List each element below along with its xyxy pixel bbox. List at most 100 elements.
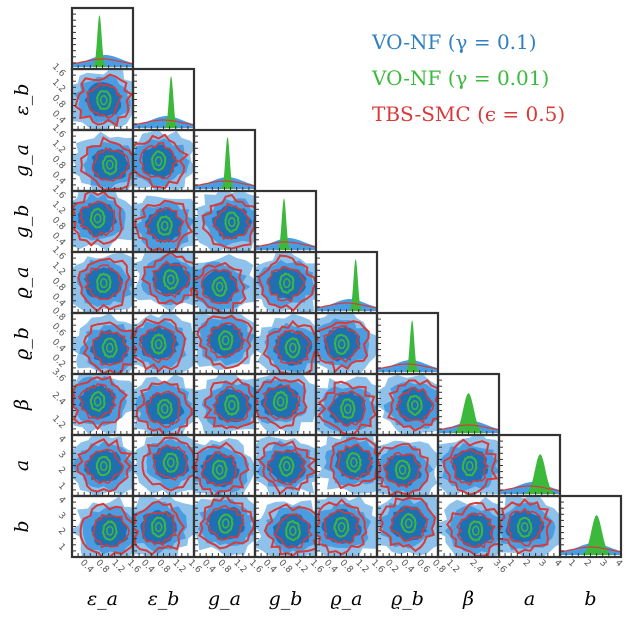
- contour-vo-nf-0.01-inner: [350, 457, 358, 468]
- contour-vo-nf-0.1-inner: [458, 512, 494, 549]
- contour-tbs-smc-inner: [206, 322, 247, 359]
- y-tick-label: 4: [56, 434, 67, 445]
- contour-tbs-smc-outer: [72, 191, 123, 247]
- contour-vo-nf-0.01-outer: [95, 455, 112, 477]
- contour-vo-nf-0.01-outer: [339, 398, 356, 420]
- x-tick-label: 0.4: [399, 558, 416, 575]
- contour-tbs-smc-inner: [138, 324, 177, 364]
- contour-tbs-smc-inner: [506, 507, 545, 547]
- y-tick-label: 0.8: [50, 276, 67, 293]
- contour-tbs-smc-inner: [212, 202, 252, 240]
- y-axis-label: ϱ_a: [11, 267, 33, 299]
- y-tick-label: 3: [56, 511, 67, 522]
- marginal-vo-nf-0.01: [346, 259, 365, 311]
- contour-tbs-smc-outer: [262, 319, 316, 374]
- contour-tbs-smc-outer: [499, 498, 553, 555]
- x-tick-label: 2.4: [467, 558, 484, 575]
- contour-tbs-smc-outer: [80, 136, 133, 191]
- contour-vo-nf-0.01-outer: [156, 215, 173, 236]
- contour-tbs-smc-inner: [86, 82, 123, 119]
- contour-vo-nf-0.01-outer: [516, 516, 533, 539]
- contour-vo-nf-0.1-inner: [206, 506, 245, 540]
- contour-vo-nf-0.01-outer: [394, 459, 411, 480]
- contour-vo-nf-0.01-outer: [89, 390, 106, 413]
- y-axis-label: g_b: [11, 205, 33, 239]
- contour-tbs-smc-inner: [449, 448, 490, 487]
- x-tick-label: 0.8: [338, 558, 355, 575]
- contour-vo-nf-0.01-inner: [398, 464, 407, 476]
- x-tick-label: 0.4: [139, 558, 156, 575]
- contour-tbs-smc-inner: [323, 325, 361, 364]
- contour-vo-nf-0.01-inner: [166, 274, 175, 285]
- marginal-tbs-smc: [133, 119, 194, 128]
- contour-tbs-smc-inner: [205, 504, 245, 541]
- contour-vo-nf-0.1-inner: [140, 509, 178, 545]
- contour-vo-nf-0.01-inner: [410, 399, 419, 411]
- contour-tbs-smc-outer: [387, 379, 438, 432]
- contour-tbs-smc-inner: [152, 444, 188, 482]
- panel-5-7: [377, 440, 438, 496]
- contour-vo-nf-0.01-outer: [224, 211, 240, 233]
- panel-0-5: [72, 313, 133, 374]
- contour-vo-nf-0.1-inner: [84, 82, 122, 117]
- contour-tbs-smc-outer: [378, 496, 437, 553]
- contour-vo-nf-0.1-inner: [395, 386, 433, 422]
- x-tick-label: 4: [613, 558, 624, 569]
- contour-tbs-smc-outer: [135, 380, 193, 435]
- y-axis-label: ε_b: [11, 84, 33, 116]
- x-tick-label: 1.2: [231, 558, 248, 575]
- contour-vo-nf-0.1-inner: [390, 505, 429, 542]
- panel-5-6: [377, 374, 438, 435]
- contour-vo-nf-0.1-inner: [334, 444, 374, 480]
- y-tick-label: 1.6: [50, 62, 67, 79]
- marginal-vo-nf-0.01: [218, 137, 237, 189]
- panel-0-8: [72, 496, 133, 557]
- contour-vo-nf-0.01-inner: [471, 525, 480, 536]
- marginal-vo-nf-0.1: [377, 360, 438, 372]
- y-tick-label: 0.6: [50, 322, 67, 339]
- contour-tbs-smc-inner: [266, 448, 307, 486]
- contour-vo-nf-0.01-outer: [96, 272, 112, 294]
- y-tick-label: 1.6: [50, 184, 67, 201]
- contour-vo-nf-0.01-inner: [154, 338, 163, 350]
- contour-tbs-smc-outer: [316, 320, 370, 374]
- panel-3-8: [255, 500, 316, 557]
- panel-0-3: [72, 191, 133, 252]
- contour-tbs-smc-inner: [262, 384, 301, 421]
- x-tick-label: 0.8: [155, 558, 172, 575]
- contour-tbs-smc-outer: [263, 503, 316, 557]
- y-tick-label: 1.2: [50, 78, 67, 95]
- x-tick-label: 1: [505, 558, 516, 569]
- y-tick-label: 2: [56, 526, 67, 537]
- contour-vo-nf-0.01-inner: [99, 460, 108, 472]
- contour-tbs-smc-inner: [327, 390, 366, 428]
- y-tick-label: 0.4: [50, 337, 67, 354]
- contour-vo-nf-0.01-inner: [227, 399, 236, 411]
- contour-vo-nf-0.01-inner: [93, 213, 102, 224]
- contour-vo-nf-0.1-inner: [505, 510, 545, 542]
- contour-vo-nf-0.01-inner: [160, 403, 169, 414]
- contour-vo-nf-0.01-inner: [221, 518, 230, 529]
- y-tick-label: 3.6: [50, 367, 67, 384]
- contour-vo-nf-0.01-outer: [278, 456, 295, 478]
- panel-2-3: [194, 191, 255, 252]
- contour-vo-nf-0.01-outer: [272, 390, 289, 412]
- panel-7-7: [499, 454, 560, 494]
- x-tick-label: 1.6: [369, 558, 386, 575]
- x-tick-label: 1.6: [125, 558, 142, 575]
- panel-4-6: [316, 376, 377, 435]
- contour-vo-nf-0.01-outer: [162, 452, 179, 474]
- marginal-tbs-smc: [72, 58, 133, 67]
- contour-vo-nf-0.01-outer: [211, 459, 228, 480]
- y-tick-label: 3: [56, 450, 67, 461]
- contour-vo-nf-0.1-inner: [90, 329, 128, 366]
- panel-0-7: [72, 435, 133, 496]
- panel-0-2: [72, 131, 133, 191]
- marginal-tbs-smc: [560, 546, 621, 555]
- panel-4-4: [316, 259, 377, 311]
- contour-vo-nf-0.1-inner: [451, 448, 489, 483]
- contour-tbs-smc-outer: [82, 321, 133, 374]
- y-tick-label: 0.8: [50, 154, 67, 171]
- contour-tbs-smc-inner: [212, 386, 251, 424]
